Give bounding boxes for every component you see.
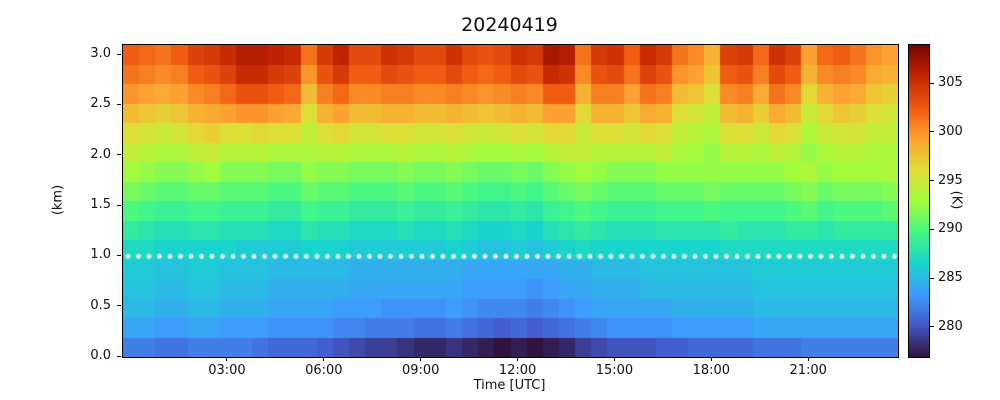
colorbar-tick-label: 290 (938, 221, 963, 237)
colorbar-tick-label: 280 (938, 318, 963, 334)
y-tick-label: 1.5 (90, 197, 111, 213)
y-tick-label: 1.0 (90, 247, 111, 263)
x-tick-mark (323, 357, 325, 361)
colorbar (908, 44, 930, 358)
y-tick-mark (117, 254, 121, 256)
colorbar-tick-label: 295 (938, 172, 963, 188)
x-tick-label: 09:00 (401, 363, 440, 378)
x-tick-mark (226, 357, 228, 361)
x-tick-mark (807, 357, 809, 361)
chart-title: 20240419 (461, 14, 558, 36)
colorbar-tick-mark (930, 326, 934, 328)
y-tick-label: 2.5 (90, 96, 111, 112)
colorbar-tick-label: 285 (938, 270, 963, 285)
plot-area (122, 44, 899, 358)
colorbar-tick-label: 300 (938, 123, 963, 139)
x-tick-mark (517, 357, 519, 361)
y-tick-label: 3.0 (90, 46, 111, 62)
x-tick-label: 18:00 (692, 363, 731, 378)
x-tick-label: 21:00 (789, 363, 827, 378)
colorbar-tick-mark (930, 228, 934, 230)
y-tick-mark (117, 103, 121, 105)
y-tick-mark (117, 204, 121, 206)
heatmap-canvas (123, 45, 898, 357)
y-tick-label: 0.0 (90, 348, 111, 363)
x-tick-label: 12:00 (498, 363, 537, 378)
y-tick-label: 2.0 (90, 146, 111, 162)
x-tick-label: 15:00 (595, 363, 634, 378)
x-axis-label: Time [UTC] (473, 378, 546, 393)
colorbar-tick-mark (930, 82, 934, 84)
x-tick-mark (420, 357, 422, 361)
y-tick-mark (117, 154, 121, 156)
colorbar-tick-mark (930, 180, 934, 181)
colorbar-tick-mark (930, 277, 934, 279)
y-tick-label: 0.5 (90, 297, 111, 313)
y-axis-label: (km) (50, 184, 66, 216)
x-tick-mark (613, 357, 615, 361)
colorbar-canvas (909, 45, 929, 357)
x-tick-mark (710, 357, 712, 361)
y-tick-mark (117, 305, 121, 307)
y-tick-mark (117, 355, 121, 357)
colorbar-tick-label: 305 (938, 75, 963, 90)
x-tick-label: 06:00 (305, 363, 343, 378)
x-tick-label: 03:00 (208, 363, 246, 378)
colorbar-tick-mark (930, 131, 934, 133)
y-tick-mark (117, 53, 121, 55)
